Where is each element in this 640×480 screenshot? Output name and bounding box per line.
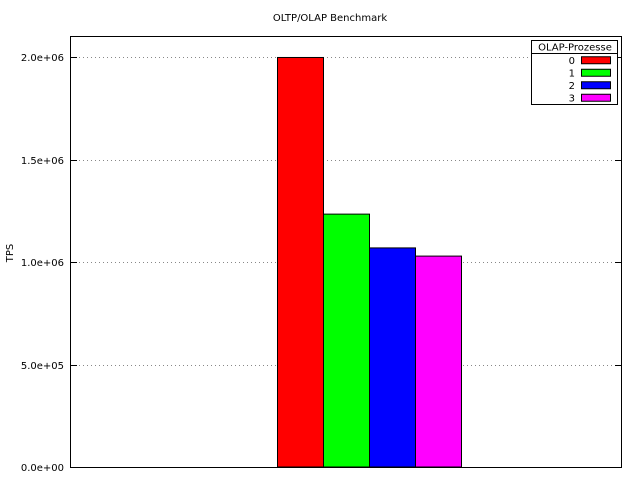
legend: OLAP-Prozesse 01 23 [531,40,618,105]
y-tick-label: 0.0e+00 [21,463,64,474]
legend-swatch [581,68,611,77]
legend-label: 0 [569,56,575,67]
legend-label: 1 [569,68,575,79]
bar-series-0 [277,56,324,468]
bar-series-1 [323,213,370,468]
plot-frame [70,36,622,468]
y-axis-ticks: 0.0e+00 5.0e+05 1.0e+06 1.5e+06 2.0e+06 [21,53,621,474]
legend-title: OLAP-Prozesse [538,43,612,54]
bar-series-3 [415,255,462,468]
y-axis-label: TPS [5,244,16,264]
legend-label: 3 [569,93,575,104]
y-tick-label: 5.0e+05 [21,361,64,372]
y-tick-label: 1.5e+06 [21,156,64,167]
bars [277,56,462,468]
legend-label: 2 [569,81,575,92]
chart-title: OLTP/OLAP Benchmark [273,13,387,24]
legend-swatch [581,93,611,102]
legend-swatch [581,81,611,90]
bar-series-2 [369,247,416,468]
legend-swatch [581,56,611,65]
y-tick-label: 2.0e+06 [21,53,64,64]
y-tick-label: 1.0e+06 [21,258,64,269]
